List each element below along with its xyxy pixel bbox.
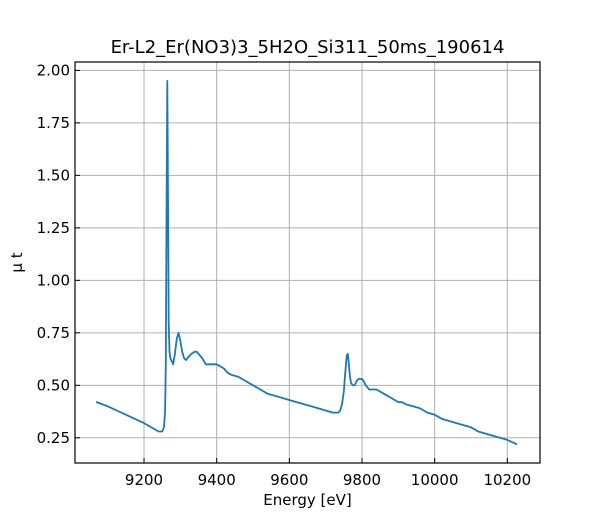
y-axis-label: μ t — [8, 252, 26, 272]
x-tick-label: 10200 — [483, 471, 531, 489]
series-layer — [95, 80, 518, 446]
ticks: 9200 9400 9600 9800 10000 10200 0.25 0.50 0.75 1.… — [37, 61, 532, 489]
y-tick-label: 1.00 — [37, 271, 70, 289]
x-tick-label: 10000 — [411, 471, 459, 489]
chart-title: Er-L2_Er(NO3)3_5H2O_Si311_50ms_190614 — [111, 37, 505, 58]
y-tick-label: 0.50 — [37, 376, 70, 394]
y-tick-label: 1.75 — [37, 114, 70, 132]
x-tick-label: 9400 — [198, 471, 236, 489]
x-tick-label: 9800 — [343, 471, 381, 489]
y-tick-label: 0.75 — [37, 324, 70, 342]
x-axis-label: Energy [eV] — [263, 491, 351, 509]
grid — [75, 62, 540, 463]
plot-frame — [74, 61, 541, 464]
x-tick-label: 9200 — [125, 471, 163, 489]
y-tick-label: 1.50 — [37, 166, 70, 184]
y-tick-label: 0.25 — [37, 429, 70, 447]
y-tick-label: 2.00 — [37, 61, 70, 79]
y-tick-label: 1.25 — [37, 219, 70, 237]
x-tick-label: 9600 — [270, 471, 308, 489]
series-line — [95, 80, 518, 446]
